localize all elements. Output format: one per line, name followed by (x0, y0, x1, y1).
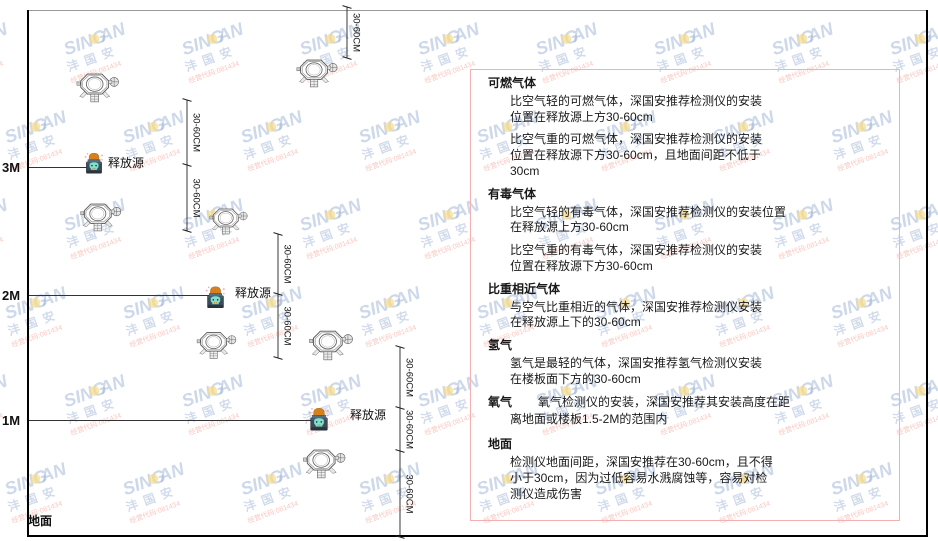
svg-text:30-60CM: 30-60CM (403, 410, 414, 449)
svg-text:30-60CM: 30-60CM (403, 358, 414, 397)
svg-text:30-60CM: 30-60CM (190, 113, 201, 152)
svg-text:30-60CM: 30-60CM (281, 244, 292, 283)
svg-text:30-60CM: 30-60CM (403, 474, 414, 513)
svg-text:30-60CM: 30-60CM (350, 13, 361, 52)
svg-text:30-60CM: 30-60CM (190, 178, 201, 217)
svg-text:30-60CM: 30-60CM (281, 306, 292, 345)
